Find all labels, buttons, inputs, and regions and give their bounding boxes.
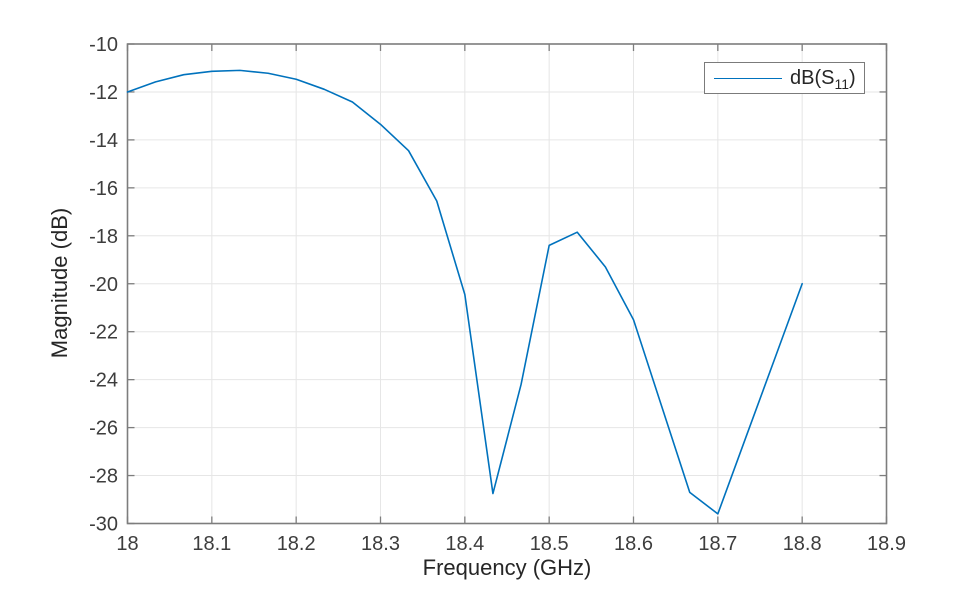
legend-label: dB(S11) — [790, 66, 856, 92]
y-tick-label: -16 — [89, 178, 118, 200]
y-tick-label: -18 — [89, 226, 118, 248]
y-tick-label: -26 — [89, 418, 118, 440]
x-tick-label: 18.2 — [277, 533, 316, 555]
y-tick-label: -22 — [89, 322, 118, 344]
y-tick-label: -14 — [89, 130, 118, 152]
x-tick-label: 18 — [116, 533, 138, 555]
y-tick-label: -20 — [89, 274, 118, 296]
y-tick-label: -24 — [89, 370, 118, 392]
x-tick-label: 18.6 — [614, 533, 653, 555]
x-tick-label: 18.1 — [192, 533, 231, 555]
x-tick-label: 18.9 — [867, 533, 906, 555]
y-tick-label: -10 — [89, 34, 118, 56]
y-tick-label: -28 — [89, 466, 118, 488]
legend-line-sample — [714, 77, 782, 79]
legend-box: dB(S11) — [704, 62, 865, 94]
y-axis-label: Magnitude (dB) — [47, 207, 72, 359]
legend-label-subscript: 11 — [834, 75, 850, 92]
x-tick-label: 18.3 — [361, 533, 400, 555]
y-tick-label: -12 — [89, 82, 118, 104]
x-tick-label: 18.8 — [783, 533, 822, 555]
x-tick-label: 18.4 — [445, 533, 484, 555]
plot-frame — [126, 43, 888, 525]
x-tick-label: 18.7 — [698, 533, 737, 555]
x-tick-label: 18.5 — [530, 533, 569, 555]
series-line-dbs11 — [126, 69, 803, 515]
y-tick-label: -30 — [89, 514, 118, 536]
x-axis-label: Frequency (GHz) — [422, 555, 592, 580]
